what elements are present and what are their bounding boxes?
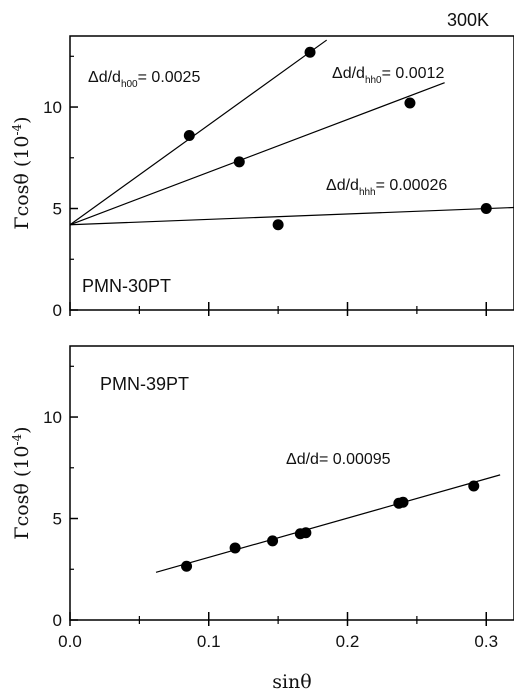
x-tick-label: 0.0 <box>58 632 82 651</box>
x-axis-title: sinθ <box>272 671 312 693</box>
fit-line <box>69 206 514 226</box>
plot-frame <box>69 345 514 621</box>
x-tick-label: 0.2 <box>336 632 360 651</box>
y-axis-title: Γcosθ (10-4) <box>10 116 33 229</box>
panel-pmn-30pt: 0 5 10 Γcosθ (10-4) PMN-30PT Δd/dh00= 0.0025 Δ… <box>10 35 514 320</box>
data-point <box>480 203 492 215</box>
data-point <box>267 535 279 547</box>
slope-annotation: Δd/dhhh= 0.00026 <box>326 177 447 198</box>
data-point <box>181 560 193 572</box>
slope-annotation: Δd/d= 0.00095 <box>286 451 391 468</box>
panel-label: PMN-30PT <box>82 276 171 296</box>
slope-annotation: Δd/dhh0= 0.0012 <box>332 65 444 86</box>
y-axis-title: Γcosθ (10-4) <box>10 426 33 539</box>
slope-annotation: Δd/dh00= 0.0025 <box>88 69 200 90</box>
y-tick-label: 10 <box>43 408 62 427</box>
y-tick-label: 10 <box>43 98 62 117</box>
temperature-label: 300K <box>447 10 489 30</box>
fit-line <box>69 39 328 226</box>
y-tick-label: 5 <box>53 200 62 219</box>
y-tick-label: 5 <box>53 510 62 529</box>
data-point <box>468 480 480 492</box>
y-tick-label: 0 <box>53 611 62 630</box>
data-point <box>397 496 409 508</box>
plot-frame <box>69 35 514 311</box>
data-point <box>229 542 241 554</box>
data-point <box>272 219 284 231</box>
data-point <box>300 527 312 539</box>
fit-line <box>69 82 445 226</box>
fit-line <box>155 474 501 573</box>
panel-pmn-39pt: 0 5 10 0.0 0.1 0.2 0.3 Γcosθ (10-4) PMN-39PT Δd/d… <box>10 345 514 651</box>
panel-label: PMN-39PT <box>100 374 189 394</box>
x-tick-label: 0.3 <box>474 632 498 651</box>
data-point <box>304 46 316 58</box>
data-point <box>404 97 416 109</box>
x-tick-label: 0.1 <box>197 632 221 651</box>
data-point <box>183 129 195 141</box>
data-point <box>233 156 245 168</box>
y-tick-label: 0 <box>53 301 62 320</box>
